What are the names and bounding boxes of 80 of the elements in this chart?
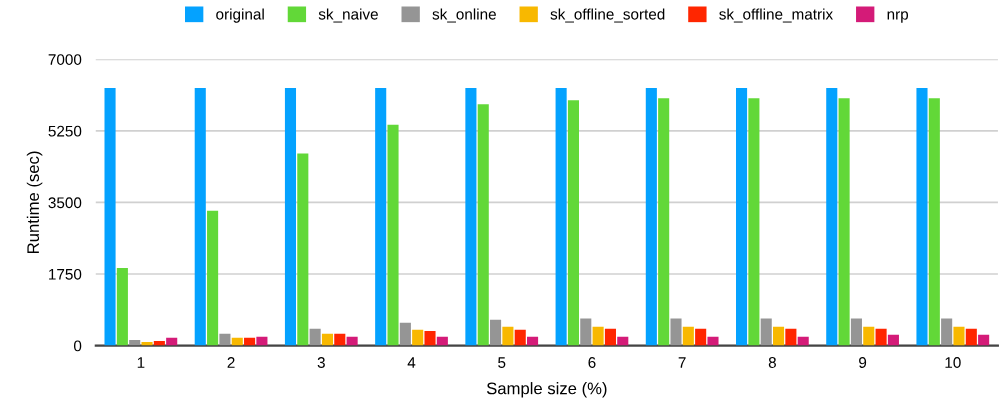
bar <box>346 336 358 346</box>
y-tick-label: 3500 <box>48 197 82 209</box>
bar <box>424 330 436 346</box>
bar <box>116 267 128 346</box>
legend-label: sk_offline_matrix <box>719 8 833 23</box>
bar <box>773 326 785 346</box>
bar <box>284 87 297 346</box>
bar <box>928 98 940 346</box>
bar <box>256 336 268 346</box>
bar <box>736 87 748 346</box>
bar <box>887 334 899 346</box>
bar <box>412 329 424 346</box>
bar <box>682 326 694 346</box>
bar <box>838 98 850 346</box>
bar <box>592 326 604 346</box>
bar <box>826 87 838 346</box>
legend-label: sk_online <box>432 8 496 23</box>
bar <box>387 124 399 346</box>
bar <box>953 326 965 346</box>
bar <box>502 326 514 346</box>
bar <box>580 318 592 346</box>
bar <box>334 333 346 346</box>
bar <box>514 329 526 346</box>
bar <box>670 318 682 346</box>
x-tick-label: 5 <box>498 357 506 368</box>
bar <box>748 98 760 346</box>
x-tick-label: 6 <box>588 357 596 368</box>
bar <box>477 104 489 346</box>
bar <box>399 322 411 346</box>
bar <box>797 336 809 346</box>
x-tick-label: 3 <box>317 357 325 368</box>
bar <box>490 319 502 346</box>
y-tick-label: 0 <box>73 340 82 352</box>
bar <box>527 336 539 346</box>
bar <box>850 318 862 346</box>
bar <box>555 87 567 346</box>
x-tick-label: 7 <box>678 357 686 368</box>
bar <box>707 336 719 346</box>
bar <box>567 100 579 346</box>
bar <box>863 326 875 346</box>
bar <box>321 333 334 346</box>
bar <box>941 318 953 346</box>
bar <box>207 210 219 346</box>
x-tick-label: 1 <box>137 357 145 368</box>
bar <box>978 334 990 346</box>
x-tick-label: 10 <box>945 357 961 368</box>
legend-label: sk_naive <box>318 8 378 23</box>
bar <box>604 328 616 346</box>
bar <box>297 153 309 346</box>
legend-label: sk_offline_sorted <box>550 8 665 23</box>
bar <box>658 98 670 346</box>
bar <box>465 87 477 346</box>
bar <box>875 328 887 346</box>
x-tick-label: 4 <box>407 357 416 368</box>
x-tick-label: 9 <box>859 357 867 368</box>
bar <box>785 328 797 346</box>
bar <box>166 337 178 346</box>
y-tick-label: 7000 <box>48 54 82 65</box>
x-axis-title: Sample size (%) <box>486 382 607 398</box>
bar <box>244 337 256 346</box>
bar <box>309 328 321 346</box>
bar <box>695 328 707 346</box>
bar <box>617 336 629 346</box>
bar <box>375 87 387 346</box>
x-tick-label: 8 <box>768 357 776 368</box>
bar <box>219 333 231 346</box>
legend-label: original <box>216 8 264 23</box>
y-tick-label: 5250 <box>48 125 82 137</box>
bar <box>436 336 448 346</box>
x-tick-label: 2 <box>227 357 235 368</box>
y-tick-label: 1750 <box>49 268 82 280</box>
bar <box>760 318 772 346</box>
legend-label: nrp <box>887 11 909 23</box>
bar <box>194 87 206 346</box>
bar <box>231 337 243 346</box>
y-axis-title: Runtime (sec) <box>26 151 43 253</box>
bar <box>916 87 928 346</box>
bar <box>965 328 977 346</box>
bar <box>104 87 116 346</box>
bar <box>645 87 657 346</box>
